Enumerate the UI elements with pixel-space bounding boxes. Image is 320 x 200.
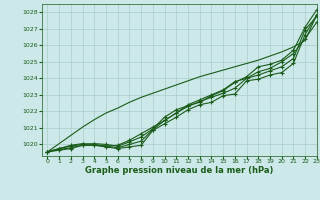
X-axis label: Graphe pression niveau de la mer (hPa): Graphe pression niveau de la mer (hPa) <box>85 166 273 175</box>
